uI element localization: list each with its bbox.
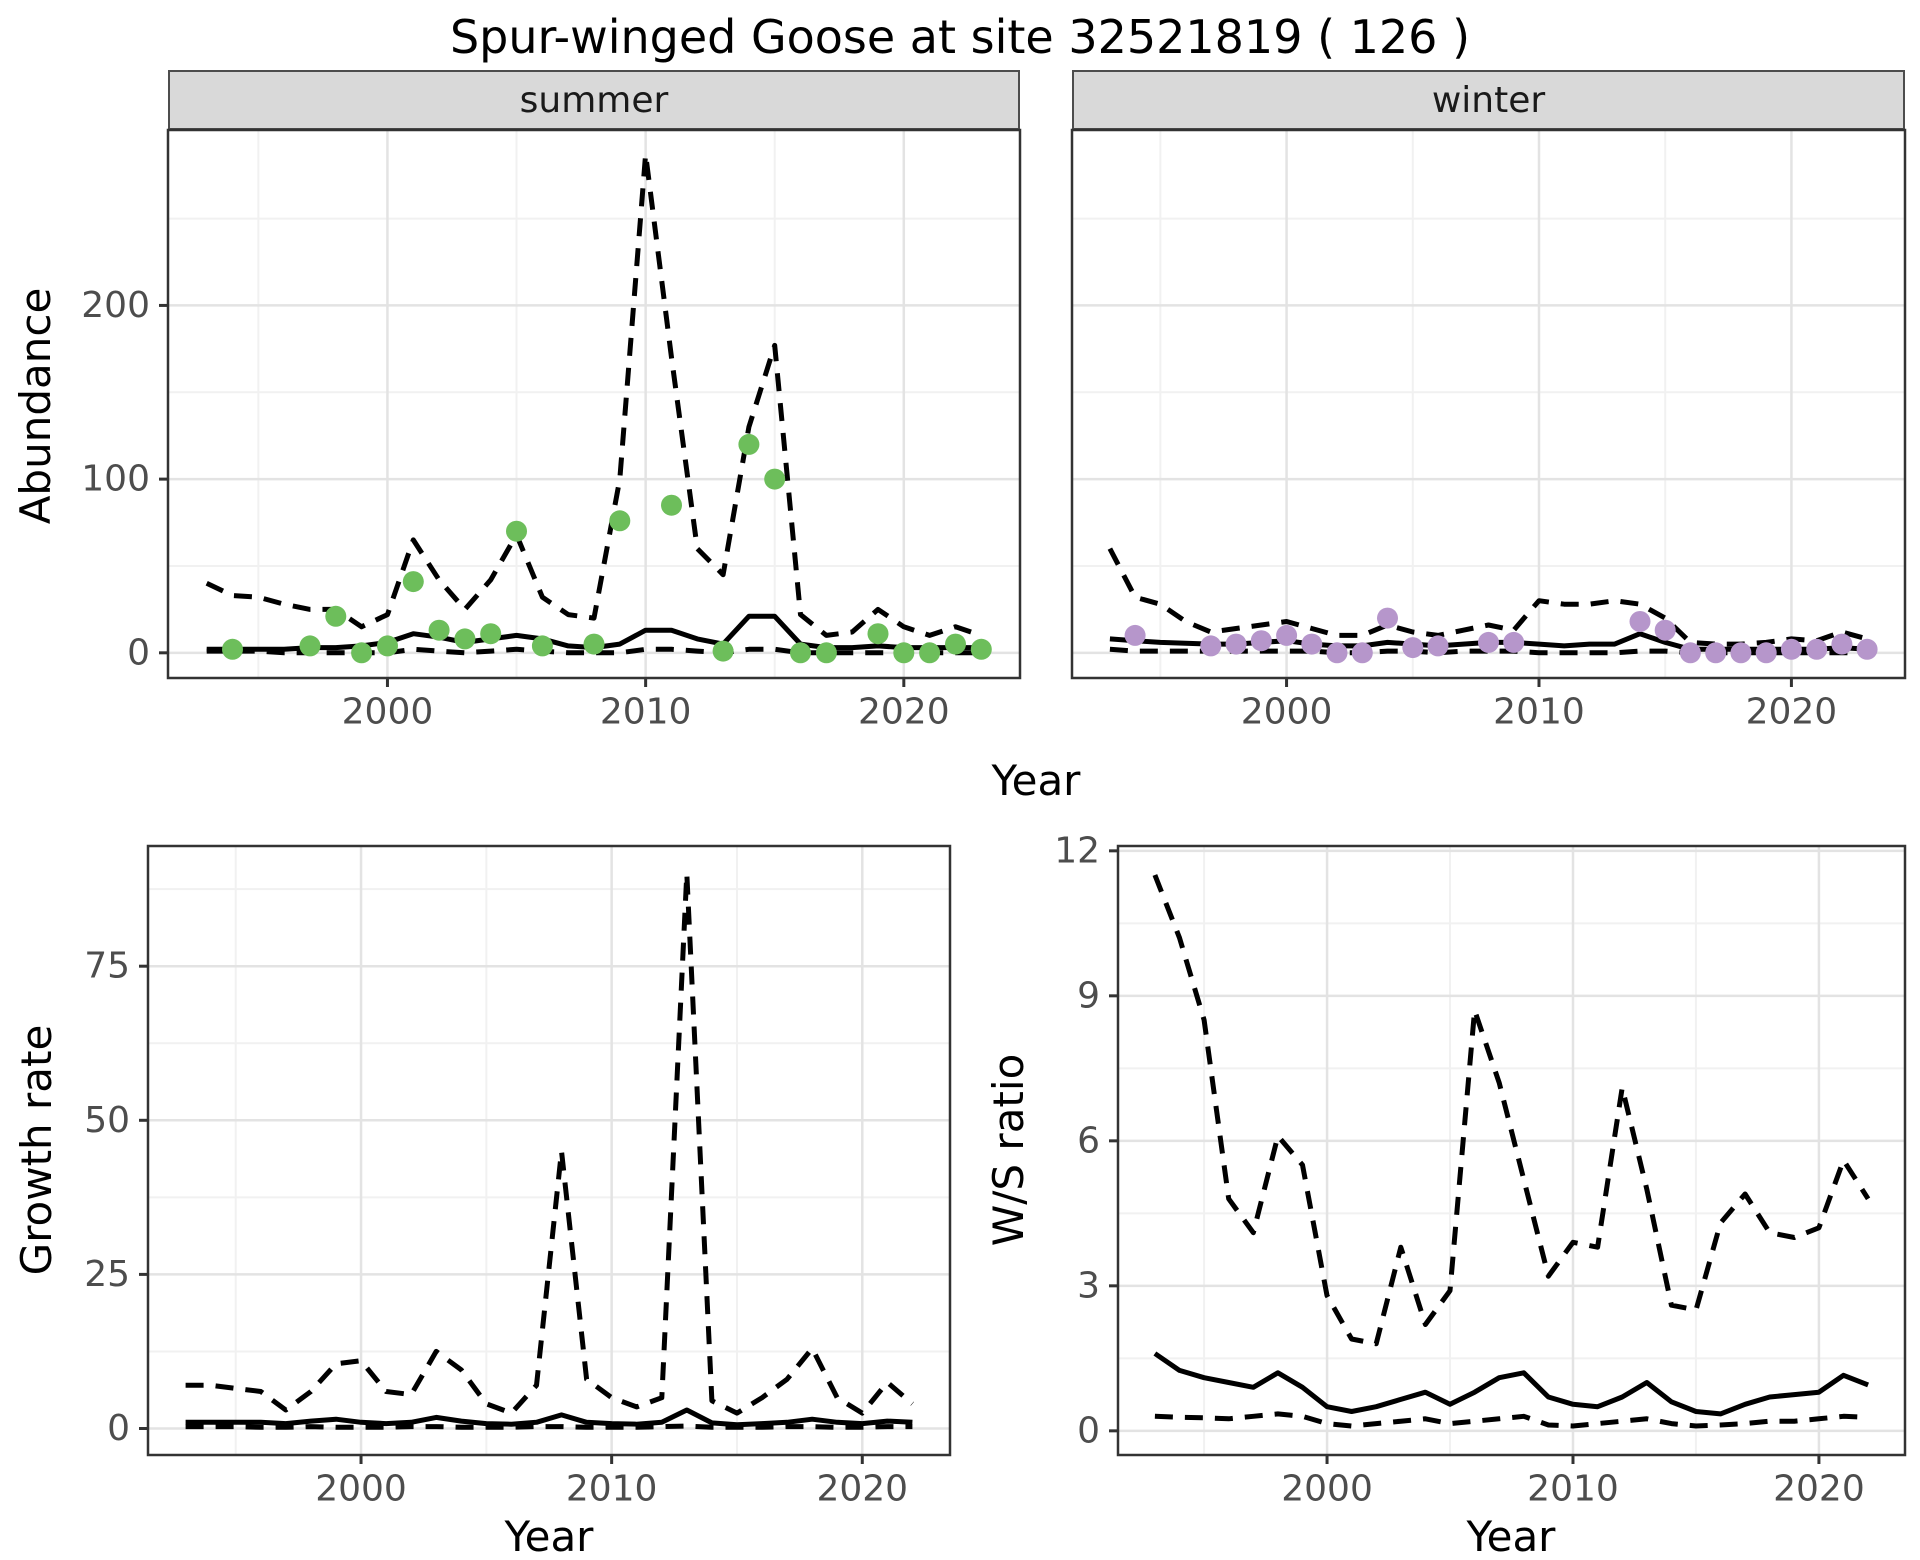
observed_counts-point: [661, 494, 682, 516]
ci_lower-line: [206, 646, 982, 656]
panel-border: [1070, 128, 1907, 680]
observed_counts-point: [1856, 638, 1878, 660]
page-title: Spur-winged Goose at site 32521819 ( 126…: [449, 10, 1471, 64]
observed_counts-point: [893, 642, 915, 664]
panel-border: [146, 844, 952, 1457]
y-tick-label: 6: [1077, 1120, 1100, 1161]
observed_counts-point: [919, 642, 941, 664]
observed_counts-point: [712, 640, 734, 662]
observed_counts-point: [377, 635, 398, 657]
y-axis-title-growth-rate: Growth rate: [12, 1024, 61, 1276]
observed_counts-point: [1730, 642, 1752, 664]
ci_upper-line: [205, 151, 983, 638]
panel-border: [166, 128, 1022, 680]
observed_counts-point: [1427, 635, 1449, 657]
observed_counts-point: [531, 635, 553, 657]
observed_counts-point: [609, 510, 631, 532]
observed_counts-point: [480, 623, 502, 645]
y-tick-label: 100: [81, 459, 150, 500]
observed_counts-point: [867, 623, 889, 645]
x-tick-label: 2000: [342, 692, 434, 733]
observed_counts-point: [325, 605, 347, 627]
facet-strip-winter: winter: [1072, 70, 1905, 130]
y-axis-title-ws-ratio: W/S ratio: [984, 1053, 1033, 1247]
observed_counts-point: [945, 633, 966, 655]
observed_counts-point: [1806, 638, 1828, 660]
x-axis-title-year-bottom-left: Year: [504, 1512, 594, 1560]
observed_counts-point: [428, 619, 450, 641]
x-tick-label: 2020: [858, 692, 950, 733]
facet-strip-winter-label: winter: [1431, 79, 1546, 121]
observed_counts-point: [1200, 635, 1222, 657]
x-tick-label: 2020: [1746, 692, 1838, 733]
observed_counts-point: [1250, 630, 1272, 652]
y-tick-label: 75: [84, 946, 130, 987]
observed_counts-point: [1679, 642, 1701, 664]
observed_counts-point: [1377, 607, 1398, 629]
x-tick-label: 2000: [1241, 692, 1333, 733]
observed_counts-point: [815, 642, 837, 664]
observed_counts-point: [454, 628, 476, 650]
x-axis-title-year-bottom-right: Year: [1466, 1512, 1556, 1560]
x-tick-label: 2010: [1493, 692, 1585, 733]
y-tick-label: 25: [84, 1254, 130, 1295]
observed_counts-point: [1629, 611, 1651, 632]
observed_counts-point: [1755, 642, 1777, 664]
observed_counts-point: [764, 468, 786, 490]
observed_counts-point: [1351, 642, 1373, 664]
observed_counts-point: [402, 571, 424, 593]
observed_counts-point: [583, 633, 605, 655]
y-tick-label: 9: [1077, 975, 1100, 1016]
observed_counts-point: [299, 635, 321, 657]
x-tick-label: 2000: [315, 1469, 407, 1510]
observed_counts-point: [506, 520, 527, 542]
y-axis-title-abundance: Abundance: [11, 287, 60, 525]
facet-strip-summer: summer: [168, 70, 1020, 130]
observed_counts-point: [1402, 637, 1424, 659]
x-tick-label: 2010: [600, 692, 692, 733]
x-tick-label: 2010: [1527, 1469, 1619, 1510]
y-tick-label: 3: [1077, 1265, 1100, 1306]
ci_lower-line: [185, 1423, 913, 1430]
observed_counts-point: [1705, 642, 1727, 664]
y-tick-label: 0: [107, 1408, 130, 1449]
observed_counts-point: [970, 638, 992, 660]
observed_counts-point: [1326, 642, 1348, 664]
observed_counts-point: [1225, 633, 1247, 655]
observed_counts-point: [351, 642, 373, 664]
observed_counts-point: [1276, 624, 1298, 646]
observed_counts-point: [1831, 633, 1853, 655]
y-tick-label: 0: [1077, 1410, 1100, 1451]
ci_lower-line: [1154, 1411, 1869, 1429]
observed_counts-point: [1654, 619, 1676, 641]
observed_counts-point: [222, 638, 243, 660]
median_fit-line: [1153, 1351, 1870, 1417]
x-tick-label: 2020: [1773, 1469, 1865, 1510]
x-tick-label: 2010: [566, 1469, 658, 1510]
y-tick-label: 12: [1054, 830, 1100, 871]
observed_counts-point: [1124, 624, 1146, 646]
observed_counts-point: [790, 642, 811, 664]
observed_counts-point: [1478, 631, 1499, 653]
ci_upper-line: [185, 871, 915, 1416]
median_fit-line: [185, 1407, 913, 1428]
observed_counts-point: [1780, 638, 1802, 660]
observed_counts-point: [738, 433, 760, 455]
panel-border: [1116, 844, 1907, 1457]
x-tick-label: 2020: [816, 1469, 908, 1510]
facet-strip-summer-label: summer: [519, 79, 669, 121]
y-tick-label: 50: [84, 1100, 130, 1141]
x-axis-title-year-top: Year: [991, 756, 1081, 805]
ci_upper-line: [1107, 547, 1868, 647]
observed_counts-point: [1503, 631, 1525, 653]
observed_counts-point: [1301, 633, 1323, 655]
x-tick-label: 2000: [1281, 1469, 1373, 1510]
y-tick-label: 0: [127, 632, 150, 673]
ci_upper-line: [1152, 874, 1871, 1347]
y-tick-label: 200: [81, 285, 150, 326]
